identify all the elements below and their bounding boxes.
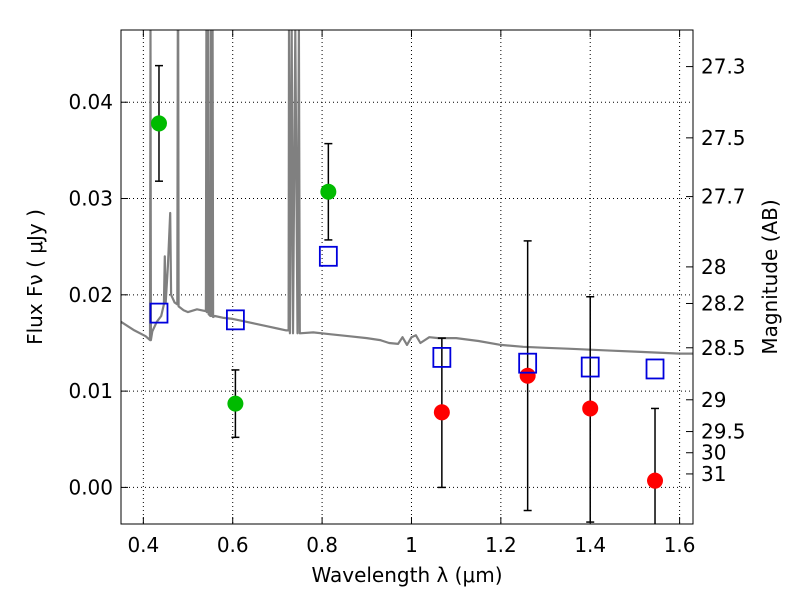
right-tick-label: 29	[701, 388, 726, 412]
blue-square-point	[518, 352, 538, 374]
plot-frame	[120, 29, 694, 525]
y-tick-label: 0.00	[68, 475, 113, 499]
grid	[121, 30, 693, 524]
error-bars	[154, 64, 660, 524]
right-tick-label: 28.2	[701, 291, 746, 315]
blue-square-point	[432, 347, 452, 368]
y-axis-label: Flux Fν ( μJy )	[23, 209, 47, 345]
green-point	[150, 115, 167, 132]
y-axis-left: 0.00 0.01 0.02 0.03 0.04	[68, 90, 128, 499]
y-tick-label: 0.03	[68, 187, 113, 211]
x-axis: 0.4 0.6 0.8 1 1.2 1.4 1.6	[127, 30, 696, 557]
red-point	[519, 367, 536, 384]
green-point	[320, 183, 337, 200]
y-tick-label: 0.02	[68, 283, 113, 307]
red-point	[647, 472, 664, 489]
blue-square-point	[580, 356, 600, 378]
y-axis-right-label: Magnitude (AB)	[758, 199, 782, 354]
x-tick-label: 1.2	[485, 533, 517, 557]
sed-model-line	[121, 30, 693, 355]
x-axis-label: Wavelength λ (μm)	[311, 563, 502, 587]
blue-square-point	[318, 245, 338, 267]
y-tick-label: 0.04	[68, 90, 113, 114]
sed-curve	[121, 30, 693, 355]
right-tick-label: 28	[701, 255, 726, 279]
x-tick-label: 1.4	[574, 533, 606, 557]
right-tick-label: 27.5	[701, 126, 746, 150]
x-tick-label: 1	[405, 533, 418, 557]
x-tick-label: 1.6	[664, 533, 696, 557]
right-tick-label: 27.7	[701, 185, 746, 209]
green-point	[227, 395, 244, 412]
right-tick-label: 28.5	[701, 336, 746, 360]
right-tick-label: 30	[701, 441, 726, 465]
blue-square-point	[225, 309, 245, 331]
right-tick-label: 27.3	[701, 55, 746, 79]
y-tick-label: 0.01	[68, 379, 113, 403]
x-tick-label: 0.4	[127, 533, 159, 557]
right-tick-label: 29.5	[701, 420, 746, 444]
red-point	[433, 404, 450, 421]
data-markers	[149, 115, 665, 489]
blue-square-point	[149, 302, 169, 324]
x-tick-label: 0.6	[217, 533, 249, 557]
blue-square-point	[645, 358, 665, 380]
x-tick-label: 0.8	[306, 533, 338, 557]
red-point	[582, 400, 599, 417]
right-tick-label: 31	[701, 462, 726, 486]
